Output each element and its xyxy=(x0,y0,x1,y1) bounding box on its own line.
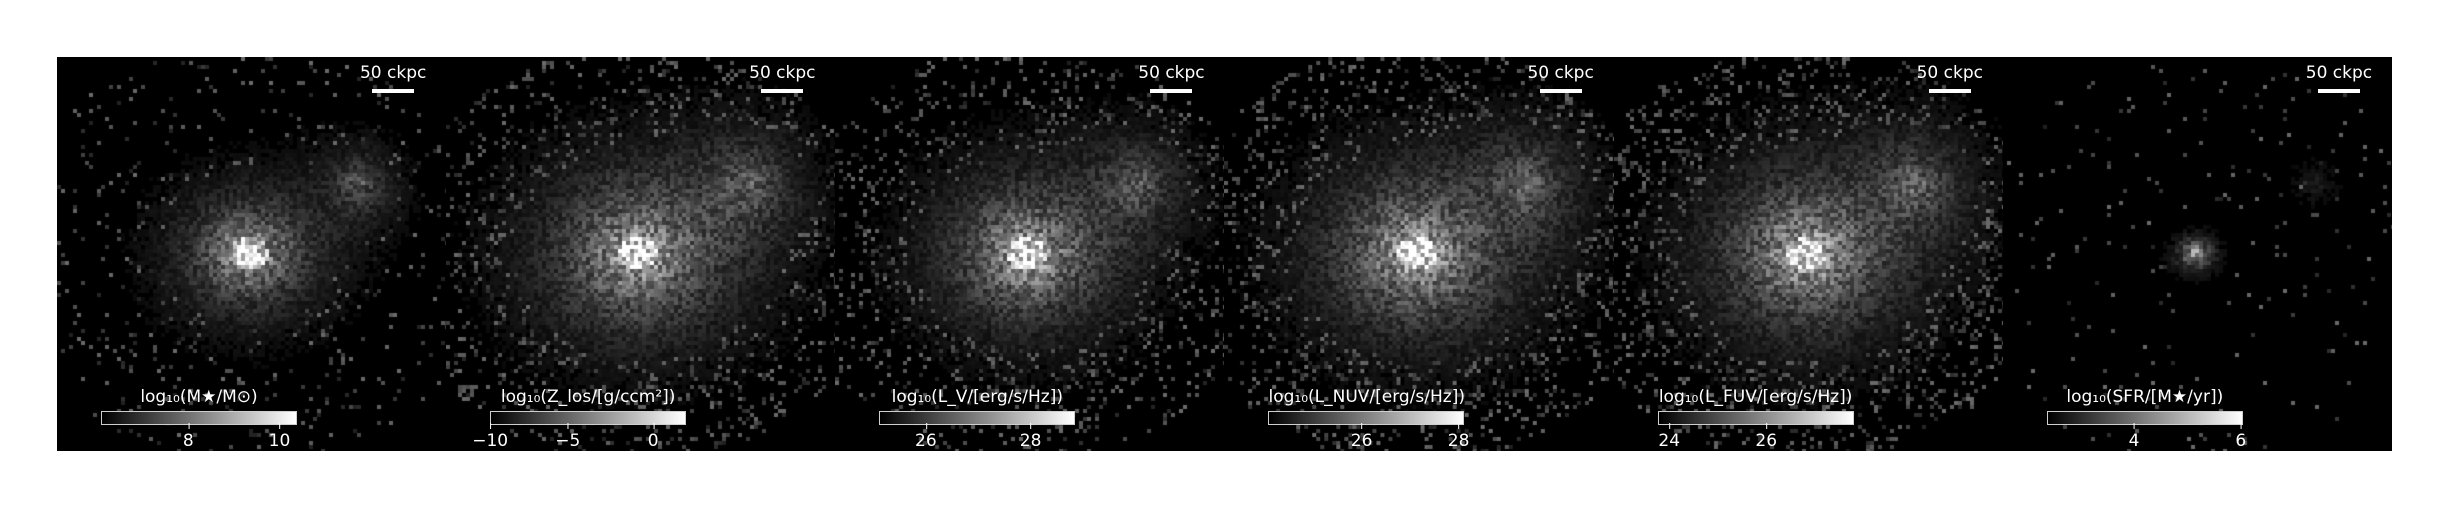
colorbar-ticks: 8 10 xyxy=(101,423,297,451)
galaxy-map-luminosity-v xyxy=(835,57,1225,451)
scale-bar: 50 ckpc xyxy=(1915,63,1985,93)
colorbar: log₁₀(L_FUV/[erg/s/Hz]) 24 26 xyxy=(1657,387,1854,451)
scale-bar-line xyxy=(2317,89,2360,93)
colorbar-label: log₁₀(SFR/[M★/yr]) xyxy=(2066,387,2224,407)
colorbar-tick: 0 xyxy=(647,423,659,451)
colorbar: log₁₀(SFR/[M★/yr]) 4 6 xyxy=(2046,387,2247,451)
colorbar-tick-label: −10 xyxy=(472,431,509,451)
colorbar-gradient xyxy=(101,411,297,425)
colorbar-label: log₁₀(Z_los/[g/ccm²]) xyxy=(500,387,676,407)
colorbar-tick: 26 xyxy=(915,423,937,451)
colorbar-tick-label: 26 xyxy=(1755,431,1778,451)
scale-bar-label: 50 ckpc xyxy=(1527,63,1594,83)
colorbar-tick: 26 xyxy=(1755,423,1778,451)
panel-star-formation-rate: 50 ckpc log₁₀(SFR/[M★/yr]) 4 6 xyxy=(2002,57,2392,451)
scale-bar: 50 ckpc xyxy=(358,63,428,93)
panel-stellar-mass: 50 ckpc log₁₀(M★/M⊙) 8 10 xyxy=(57,57,447,451)
colorbar: log₁₀(L_NUV/[erg/s/Hz]) 26 28 xyxy=(1268,387,1469,451)
galaxy-map-luminosity-fuv xyxy=(1613,57,2003,451)
colorbar-tick: 8 xyxy=(182,423,194,451)
colorbar-tick: −10 xyxy=(472,423,509,451)
scale-bar-line xyxy=(372,89,415,93)
colorbar-tick: 28 xyxy=(1019,423,1042,451)
scale-bar-label: 50 ckpc xyxy=(749,63,816,83)
colorbar-tick: 6 xyxy=(2235,423,2247,451)
scale-bar-line xyxy=(1928,89,1971,93)
colorbar-tick: 26 xyxy=(1350,423,1373,451)
colorbar-label: log₁₀(M★/M⊙) xyxy=(140,387,258,407)
colorbar-tick-label: 24 xyxy=(1658,431,1681,451)
colorbar-tick: 4 xyxy=(2128,423,2140,451)
scale-bar: 50 ckpc xyxy=(747,63,817,93)
colorbar-tick-label: 0 xyxy=(647,431,659,451)
colorbar-tick-label: 26 xyxy=(1350,431,1373,451)
colorbar: log₁₀(Z_los/[g/ccm²]) −10 −5 0 xyxy=(472,387,687,451)
colorbar-label: log₁₀(L_FUV/[erg/s/Hz]) xyxy=(1658,387,1853,407)
colorbar-label: log₁₀(L_V/[erg/s/Hz]) xyxy=(891,387,1063,407)
panel-metallicity: 50 ckpc log₁₀(Z_los/[g/ccm²]) −10 −5 0 xyxy=(446,57,836,451)
colorbar-tick-label: 28 xyxy=(1019,431,1042,451)
colorbar-tick: 10 xyxy=(268,423,291,451)
galaxy-map-stellar-mass xyxy=(57,57,447,451)
scale-bar-line xyxy=(761,89,804,93)
panel-luminosity-fuv: 50 ckpc log₁₀(L_FUV/[erg/s/Hz]) 24 26 xyxy=(1613,57,2003,451)
panel-luminosity-v: 50 ckpc log₁₀(L_V/[erg/s/Hz]) 26 28 xyxy=(835,57,1225,451)
colorbar-tick-label: 10 xyxy=(268,431,291,451)
colorbar-tick-label: −5 xyxy=(555,431,581,451)
colorbar-gradient xyxy=(490,411,687,425)
colorbar-tick-label: 4 xyxy=(2128,431,2140,451)
galaxy-map-luminosity-nuv xyxy=(1224,57,1614,451)
image-strip: 50 ckpc log₁₀(M★/M⊙) 8 10 50 ckpc log₁₀(Z_los… xyxy=(57,57,2392,451)
colorbar-gradient xyxy=(879,411,1076,425)
colorbar-tick-label: 8 xyxy=(182,431,194,451)
colorbar-gradient xyxy=(1657,411,1854,425)
scale-bar: 50 ckpc xyxy=(1136,63,1206,93)
scale-bar: 50 ckpc xyxy=(2304,63,2374,93)
scale-bar-line xyxy=(1539,89,1582,93)
colorbar-tick-label: 6 xyxy=(2235,431,2247,451)
scale-bar-label: 50 ckpc xyxy=(359,63,427,83)
scale-bar-label: 50 ckpc xyxy=(1138,63,1205,83)
colorbar: log₁₀(M★/M⊙) 8 10 xyxy=(101,387,297,451)
colorbar-ticks: −10 −5 0 xyxy=(472,423,686,451)
colorbar-ticks: 26 28 xyxy=(879,423,1075,451)
colorbar-tick: 24 xyxy=(1658,423,1681,451)
colorbar: log₁₀(L_V/[erg/s/Hz]) 26 28 xyxy=(879,387,1076,451)
panel-luminosity-nuv: 50 ckpc log₁₀(L_NUV/[erg/s/Hz]) 26 28 xyxy=(1224,57,1614,451)
colorbar-tick: −5 xyxy=(555,423,581,451)
colorbar-tick-label: 26 xyxy=(915,431,937,451)
colorbar-gradient xyxy=(1268,411,1465,425)
scale-bar: 50 ckpc xyxy=(1526,63,1596,93)
colorbar-label: log₁₀(L_NUV/[erg/s/Hz]) xyxy=(1268,387,1465,407)
galaxy-map-star-formation-rate xyxy=(2002,57,2392,451)
scale-bar-line xyxy=(1150,89,1193,93)
colorbar-gradient xyxy=(2046,411,2243,425)
scale-bar-label: 50 ckpc xyxy=(1916,63,1983,83)
colorbar-tick: 28 xyxy=(1447,423,1470,451)
scale-bar-label: 50 ckpc xyxy=(2305,63,2373,83)
colorbar-tick-label: 28 xyxy=(1447,431,1470,451)
galaxy-map-metallicity xyxy=(446,57,836,451)
colorbar-ticks: 26 28 xyxy=(1268,423,1469,451)
colorbar-ticks: 24 26 xyxy=(1658,423,1854,451)
